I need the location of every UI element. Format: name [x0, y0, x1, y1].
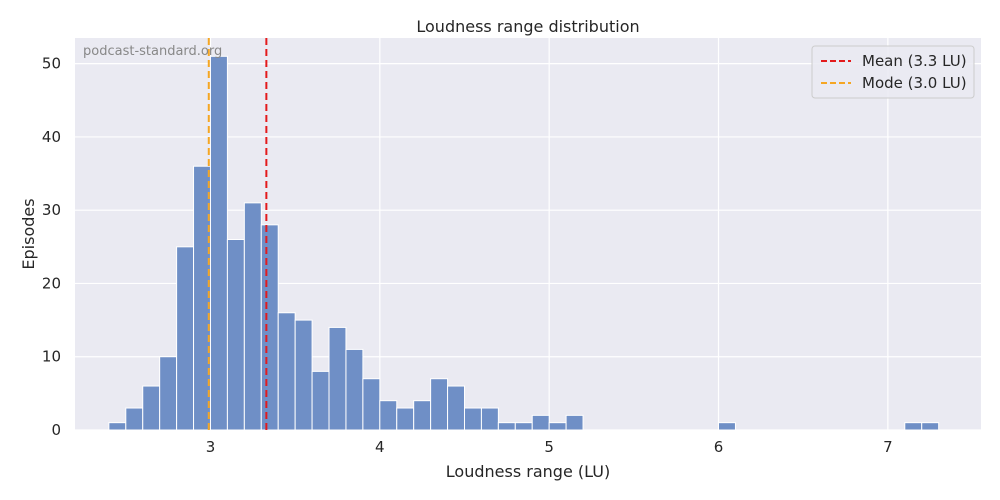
histogram-bar [345, 348, 364, 431]
histogram-bar [277, 312, 296, 431]
histogram-bar [379, 400, 398, 431]
legend-label-mode: Mode (3.0 LU) [862, 74, 967, 92]
y-tick-label: 0 [51, 421, 61, 439]
x-axis-title: Loudness range (LU) [446, 462, 610, 481]
chart-title: Loudness range distribution [416, 17, 639, 36]
histogram-bar [396, 407, 415, 431]
histogram-bar [159, 356, 178, 431]
histogram-bar [311, 370, 330, 431]
y-tick-labels: 0 10 20 30 40 50 [42, 55, 61, 439]
x-tick-label: 3 [206, 438, 216, 456]
y-axis-title: Episodes [19, 198, 38, 269]
x-tick-label: 5 [544, 438, 554, 456]
legend-box [811, 45, 975, 99]
legend-label-mean: Mean (3.3 LU) [862, 52, 967, 70]
legend: Mean (3.3 LU) Mode (3.0 LU) [811, 45, 975, 99]
y-tick-label: 30 [42, 201, 61, 219]
histogram-bar [413, 400, 432, 431]
watermark-text: podcast-standard.org [83, 44, 222, 59]
histogram-bar [125, 407, 144, 431]
histogram-bar [565, 414, 584, 431]
x-tick-labels: 3 4 5 6 7 [206, 438, 893, 456]
y-tick-label: 50 [42, 55, 61, 73]
y-tick-label: 20 [42, 274, 61, 292]
histogram-bars [108, 55, 940, 431]
histogram-bar [718, 422, 736, 431]
histogram-bar [243, 202, 262, 431]
histogram-bar [328, 326, 347, 431]
histogram-bar [260, 224, 279, 431]
histogram-bar [531, 414, 550, 431]
y-tick-label: 40 [42, 128, 61, 146]
histogram-bar [209, 55, 228, 431]
x-tick-label: 6 [714, 438, 724, 456]
histogram-bar [447, 385, 465, 431]
histogram-bar [108, 422, 127, 431]
histogram-bar [514, 422, 533, 431]
histogram-bar [176, 246, 195, 431]
histogram-bar [362, 378, 381, 431]
histogram-bar [921, 422, 940, 431]
histogram-bar [480, 407, 499, 431]
histogram-bar [497, 422, 516, 431]
histogram-bar [548, 422, 567, 431]
histogram-bar [430, 378, 449, 431]
histogram-bar [294, 319, 313, 431]
histogram-bar [226, 238, 245, 431]
x-tick-label: 7 [883, 438, 893, 456]
x-tick-label: 4 [375, 438, 385, 456]
histogram-bar [904, 422, 923, 431]
histogram-bar [142, 385, 161, 431]
histogram-bar [463, 407, 482, 431]
y-tick-label: 10 [42, 348, 61, 366]
